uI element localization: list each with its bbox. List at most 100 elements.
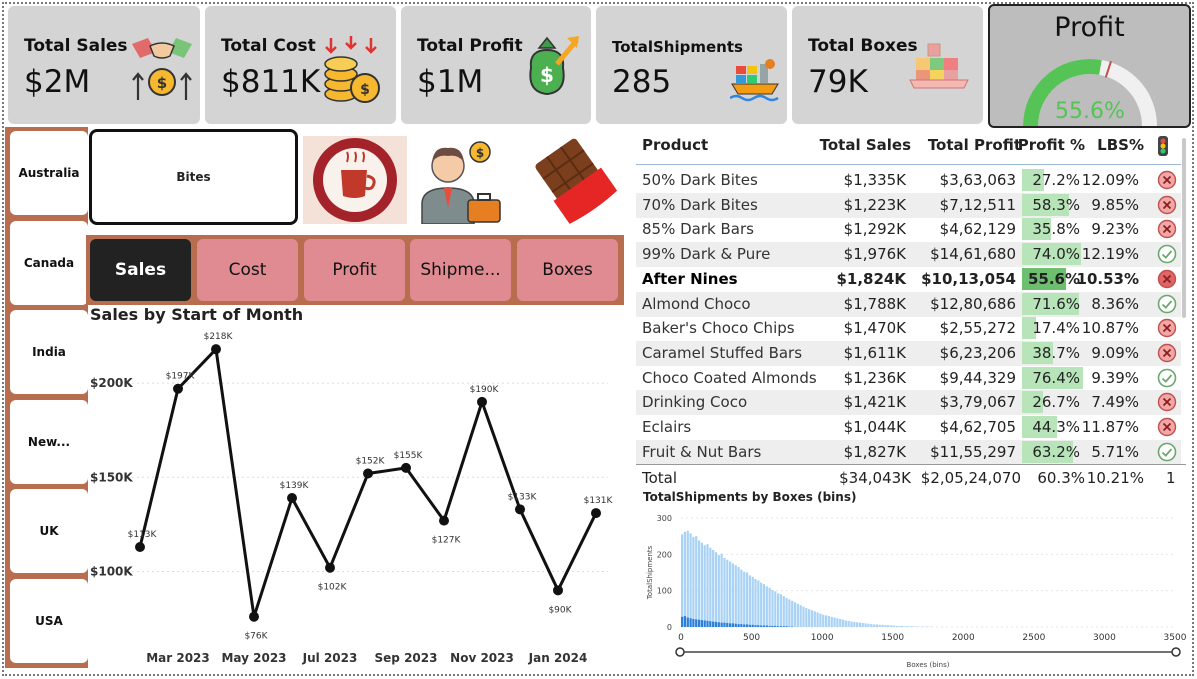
histogram-bar-detail — [726, 623, 729, 627]
histogram-bar-detail — [681, 616, 684, 627]
cell-product: 70% Dark Bites — [642, 195, 758, 214]
histogram-bar — [864, 623, 867, 627]
cell-lbs: 9.09% — [1091, 343, 1139, 362]
tab-shipments[interactable]: Shipme... — [410, 239, 511, 301]
profit-pct-bar — [1022, 292, 1080, 315]
total-profit-pct: 60.3% — [1037, 469, 1085, 487]
chocolate-brand-logo — [303, 136, 407, 224]
cell-lbs: 10.53% — [1076, 269, 1139, 288]
tab-cost[interactable]: Cost — [197, 239, 298, 301]
table-row[interactable]: 99% Dark & Pure $1,976K $14,61,680 74.0% 12.… — [636, 242, 1181, 268]
country-button-usa[interactable]: USA — [10, 579, 88, 663]
cell-lbs: 9.39% — [1091, 368, 1139, 387]
data-point — [363, 468, 373, 479]
data-label: $152K — [356, 457, 386, 467]
kpi-card-total-profit: Total Profit $1M $ — [401, 6, 591, 124]
data-label: $131K — [584, 496, 614, 506]
product-slicer-bites[interactable]: Bites — [89, 129, 298, 225]
header-divider — [636, 164, 1181, 165]
header-lbs-pct[interactable]: LBS% — [1097, 136, 1144, 154]
cell-profit: $2,55,272 — [939, 319, 1016, 338]
kpi-label: Total Boxes — [808, 36, 918, 56]
profit-pct-bar — [1022, 193, 1069, 216]
profit-pct-bar — [1022, 366, 1084, 389]
country-button-canada[interactable]: Canada — [10, 221, 88, 305]
check-circle-shape — [1157, 244, 1177, 264]
kpi-label: Total Profit — [417, 36, 523, 56]
histogram-bar — [901, 625, 904, 627]
cell-product: Choco Coated Almonds — [642, 368, 817, 387]
table-row[interactable]: 50% Dark Bites $1,335K $3,63,063 27.2% 12.09… — [636, 168, 1181, 193]
cell-pct: 76.4% — [1032, 368, 1080, 387]
country-button-uk[interactable]: UK — [10, 489, 88, 573]
cell-pct: 63.2% — [1032, 442, 1080, 461]
histogram-bar-detail — [731, 623, 735, 627]
tab-profit[interactable]: Profit — [304, 239, 405, 301]
cell-pct: 58.3% — [1032, 195, 1080, 214]
country-button-new-zealand[interactable]: New... — [10, 400, 88, 484]
histogram-bar-detail — [709, 621, 712, 627]
table-row[interactable]: Caramel Stuffed Bars $1,611K $6,23,206 38.7… — [636, 340, 1181, 366]
table-scrollbar[interactable] — [1182, 138, 1186, 318]
table-row[interactable]: Drinking Coco $1,421K $3,79,067 26.7% 7.49% — [636, 390, 1181, 416]
x-mark-shape — [1162, 324, 1172, 333]
data-point — [211, 344, 221, 355]
histogram-bar — [712, 549, 715, 627]
metric-tab-strip: Sales Cost Profit Shipme... Boxes — [86, 235, 624, 305]
cell-sales: $1,470K — [843, 319, 906, 338]
cell-profit: $3,63,063 — [939, 171, 1016, 189]
country-button-india[interactable]: India — [10, 310, 88, 394]
histogram-bar — [895, 625, 898, 627]
cell-pct: 38.7% — [1032, 343, 1080, 362]
histogram-bar-detail — [779, 626, 783, 627]
cell-pct: 27.2% — [1032, 171, 1080, 189]
histogram-bar-detail — [734, 623, 737, 627]
data-point — [173, 383, 183, 394]
data-point — [249, 611, 259, 622]
table-row[interactable]: After Nines $1,824K $10,13,054 55.6% 10.53% — [636, 267, 1181, 292]
histogram-bar-detail — [689, 618, 692, 627]
table-row[interactable]: Eclairs $1,044K $4,62,705 44.3% 11.87% — [636, 415, 1181, 440]
table-row[interactable]: Almond Choco $1,788K $12,80,686 71.6% 8.36% — [636, 291, 1181, 317]
country-button-australia[interactable]: Australia — [10, 131, 88, 215]
histogram-bar — [850, 621, 853, 627]
data-label: $113K — [128, 530, 158, 540]
cell-product: Drinking Coco — [642, 393, 748, 412]
table-row[interactable]: 70% Dark Bites $1,223K $7,12,511 58.3% 9.85% — [636, 192, 1181, 218]
table-row[interactable]: Baker's Choco Chips $1,470K $2,55,272 17.4%… — [636, 316, 1181, 341]
x-tick-label: Jan 2024 — [528, 651, 588, 665]
cell-profit: $14,61,680 — [930, 245, 1016, 264]
table-row[interactable]: Fruit & Nut Bars $1,827K $11,55,297 63.2% 5.… — [636, 439, 1181, 465]
histogram-bar — [768, 587, 771, 627]
data-label: $155K — [394, 451, 424, 461]
table-row[interactable]: 85% Dark Bars $1,292K $4,62,129 35.8% 9.23% — [636, 217, 1181, 242]
cell-profit: $6,23,206 — [939, 343, 1016, 362]
histogram-bar-detail — [686, 617, 689, 627]
histogram-bar-detail — [754, 625, 757, 627]
data-label: $127K — [432, 536, 462, 546]
tab-sales[interactable]: Sales — [90, 239, 191, 301]
header-profit-pct[interactable]: Profit % — [1017, 136, 1085, 154]
header-total-sales[interactable]: Total Sales — [819, 136, 911, 154]
tab-boxes[interactable]: Boxes — [517, 239, 618, 301]
histogram-bar-detail — [703, 620, 706, 627]
traffic-light-icon — [1158, 136, 1168, 156]
data-point — [553, 585, 563, 596]
x-circle-icon — [1157, 393, 1177, 412]
cell-sales: $1,335K — [843, 171, 906, 189]
histogram-bar — [776, 593, 780, 627]
range-slider-handle-left[interactable] — [675, 647, 685, 657]
histogram-bar-detail — [757, 625, 760, 627]
histogram-bar — [723, 557, 726, 627]
range-slider-handle-right[interactable] — [1171, 647, 1181, 657]
header-product[interactable]: Product — [642, 136, 709, 154]
header-total-profit[interactable]: Total Profit — [927, 136, 1021, 154]
gauge-fill — [1023, 59, 1102, 126]
histogram-bar-detail — [692, 619, 695, 627]
table-row[interactable]: Choco Coated Almonds $1,236K $9,44,329 76.4… — [636, 366, 1181, 391]
histogram-bar — [788, 599, 791, 627]
histogram-bar — [892, 625, 895, 627]
histogram-bar — [906, 626, 910, 627]
cell-lbs: 12.19% — [1081, 245, 1139, 264]
histogram-bar — [743, 571, 746, 627]
